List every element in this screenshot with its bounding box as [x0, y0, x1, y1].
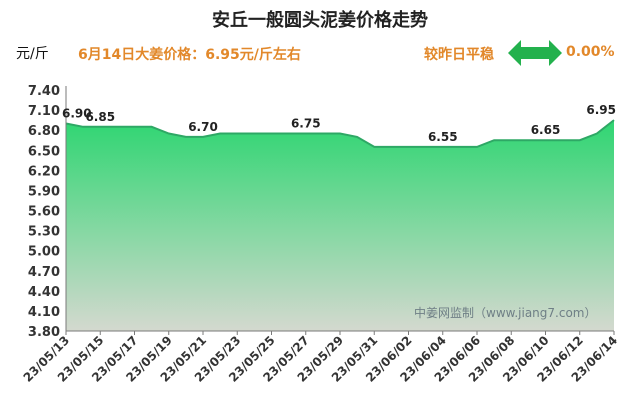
data-label: 6.55: [428, 130, 458, 144]
y-tick-label: 4.40: [28, 285, 60, 300]
y-tick-label: 5.00: [28, 245, 60, 260]
y-tick-label: 5.90: [28, 184, 60, 199]
y-tick-label: 6.80: [28, 124, 60, 139]
y-tick-label: 5.30: [28, 225, 60, 240]
y-tick-label: 3.80: [28, 325, 60, 340]
price-area: [66, 120, 614, 331]
data-label: 6.95: [586, 103, 616, 117]
price-line: [65, 119, 615, 148]
y-tick-label: 5.60: [28, 205, 60, 220]
y-tick-label: 4.70: [28, 265, 60, 280]
double-arrow-icon: [508, 40, 562, 66]
current-price-text: 6月14日大姜价格：6.95元/斤左右: [78, 47, 301, 63]
unit-label: 元/斤: [16, 46, 49, 62]
data-label: 6.65: [531, 123, 561, 137]
y-tick-label: 4.10: [28, 305, 60, 320]
compare-text: 较昨日平稳: [424, 47, 494, 63]
y-tick-label: 6.50: [28, 144, 60, 159]
change-percent: 0.00%: [566, 44, 615, 60]
y-tick-label: 6.20: [28, 164, 60, 179]
data-label: 6.85: [85, 110, 115, 124]
y-tick-label: 7.10: [28, 104, 60, 119]
data-label: 6.70: [188, 120, 218, 134]
data-label: 6.90: [62, 106, 92, 120]
watermark: 中姜网监制（www.jiang7.com）: [414, 306, 597, 320]
chart-title: 安丘一般圆头泥姜价格走势: [212, 10, 428, 31]
y-tick-label: 7.40: [28, 84, 60, 99]
data-label: 6.75: [291, 117, 321, 131]
